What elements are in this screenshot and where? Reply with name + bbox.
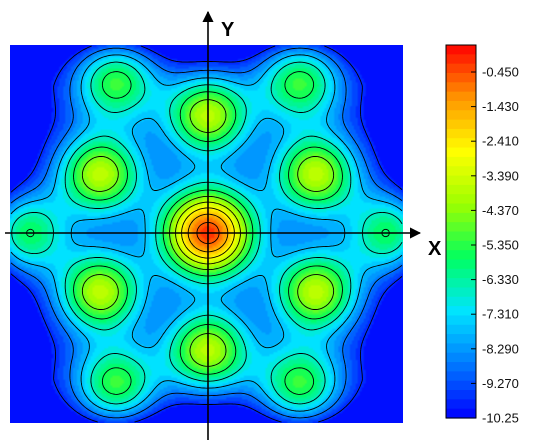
colorbar-band	[446, 63, 476, 74]
colorbar-tick-label: -9.270	[482, 376, 519, 391]
colorbar-band	[446, 399, 476, 410]
colorbar-band	[446, 72, 476, 83]
colorbar-tick-label: -2.410	[482, 134, 519, 149]
colorbar-band	[446, 175, 476, 186]
colorbar-tick-label: -10.25	[482, 411, 519, 426]
colorbar-band	[446, 250, 476, 261]
contour-line-7	[10, 54, 403, 412]
colorbar-band	[446, 128, 476, 139]
colorbar-band	[446, 268, 476, 279]
colorbar-band	[446, 371, 476, 382]
x-axis-label: X	[428, 238, 442, 260]
colorbar-band	[446, 352, 476, 363]
colorbar-band	[446, 212, 476, 223]
colorbar-band	[446, 45, 476, 55]
colorbar-ticks: -0.450 -1.430 -2.410 -3.390 -4.370 -5.350 -6.3…	[471, 65, 519, 426]
colorbar-band	[446, 54, 476, 65]
colorbar-band	[446, 334, 476, 344]
colorbar-band	[446, 287, 476, 298]
colorbar-band	[446, 324, 476, 335]
colorbar-band	[446, 240, 476, 251]
colorbar-band	[446, 343, 476, 354]
colorbar-band	[446, 390, 476, 400]
colorbar-bands	[446, 45, 476, 419]
colorbar-tick-label: -8.290	[482, 341, 519, 356]
contour-line-9	[10, 45, 403, 423]
colorbar-band	[446, 203, 476, 214]
colorbar-tick-label: -1.430	[482, 99, 519, 114]
colorbar-band	[446, 362, 476, 372]
colorbar-band	[446, 222, 476, 233]
contour-line-6	[11, 61, 403, 405]
contour-line-1	[187, 213, 229, 253]
colorbar-band	[446, 110, 476, 121]
colorbar-band	[446, 100, 476, 111]
colorbar-tick-label: -7.310	[482, 307, 519, 322]
colorbar-band	[446, 408, 476, 419]
y-axis-label: Y	[221, 19, 235, 41]
contour-line-8	[10, 47, 403, 419]
contour-line-2	[181, 207, 235, 259]
plot-area	[10, 45, 403, 423]
colorbar-band	[446, 306, 476, 317]
contour-field	[10, 45, 403, 423]
colorbar-frame	[445, 44, 477, 419]
colorbar: -0.450 -1.430 -2.410 -3.390 -4.370 -5.350 -6.3…	[445, 44, 519, 426]
colorbar-band	[446, 166, 476, 177]
colorbar-band	[446, 184, 476, 195]
contour-line-3	[175, 201, 241, 265]
colorbar-band	[446, 315, 476, 326]
colorbar-band	[446, 194, 476, 205]
colorbar-band	[446, 138, 476, 149]
colorbar-band	[446, 231, 476, 242]
colorbar-tick-label: -3.390	[482, 168, 519, 183]
colorbar-band	[446, 296, 476, 307]
colorbar-tick-label: -4.370	[482, 203, 519, 218]
colorbar-band	[446, 156, 476, 167]
colorbar-band	[446, 259, 476, 270]
axes: X Y	[5, 10, 442, 440]
colorbar-tick-label: -6.330	[482, 272, 519, 287]
colorbar-band	[446, 278, 476, 289]
colorbar-band	[446, 82, 476, 93]
colorbar-tick-label: -0.450	[482, 65, 519, 80]
colorbar-tick-label: -5.350	[482, 238, 519, 253]
contour-line-0	[196, 221, 220, 245]
colorbar-band	[446, 91, 476, 102]
contour-lines	[10, 45, 403, 423]
colorbar-band	[446, 119, 476, 130]
contour-line-5	[26, 71, 390, 395]
colorbar-band	[446, 380, 476, 391]
colorbar-band	[446, 147, 476, 158]
